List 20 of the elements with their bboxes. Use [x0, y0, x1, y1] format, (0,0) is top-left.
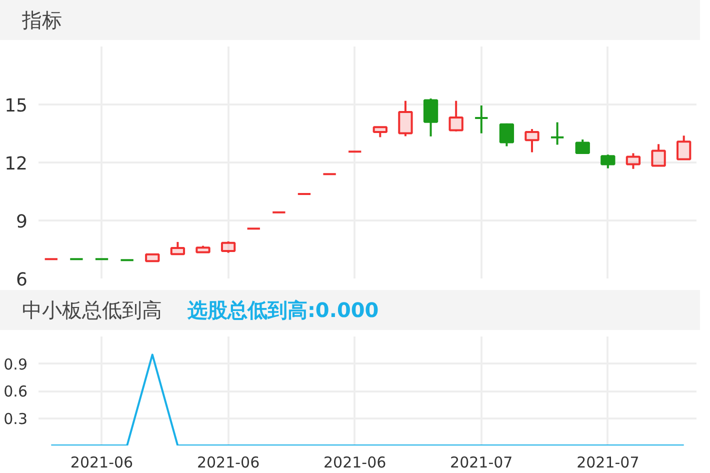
y-tick-label: 0.9 — [4, 355, 28, 374]
candlestick — [448, 100, 464, 132]
y-tick-label: 15 — [4, 96, 28, 116]
x-tick-label: 2021-07 — [450, 454, 513, 472]
candlestick — [220, 240, 236, 254]
x-tick-label: 2021-06 — [196, 454, 260, 472]
x-tick-label: 2021-07 — [576, 454, 640, 472]
x-tick-label: 2021-06 — [324, 454, 386, 472]
y-tick-label: 0.6 — [4, 382, 28, 400]
y-tick-label: 0.3 — [4, 410, 28, 428]
y-tick-label: 9 — [16, 212, 28, 232]
x-tick-label: 2021-06 — [70, 454, 134, 472]
candlestick — [474, 104, 489, 134]
chart-title: 中小板总低到高 — [22, 298, 162, 322]
y-tick-label: 12 — [4, 154, 28, 174]
chart-title: 指标 — [22, 8, 62, 32]
text: 选股总低到高:0.000 — [187, 298, 379, 322]
candlestick — [524, 128, 540, 154]
y-tick-label: 6 — [16, 270, 28, 290]
candlestick — [626, 152, 641, 170]
